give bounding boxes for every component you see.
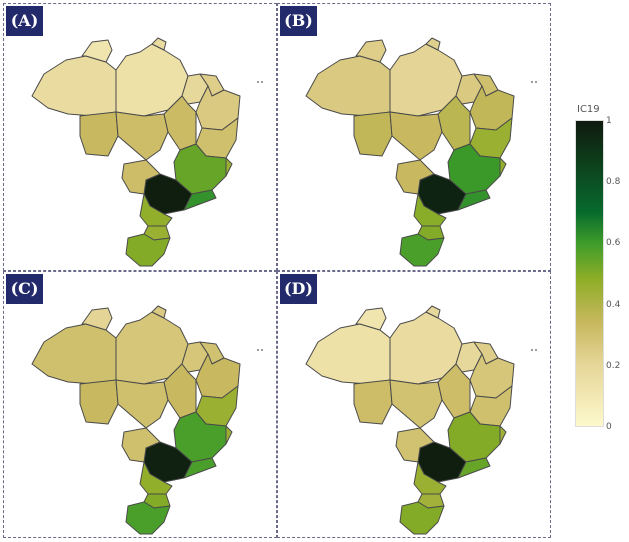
- state-region-mg: [173, 143, 227, 195]
- island-marker: [535, 349, 537, 351]
- island-marker: [257, 81, 259, 83]
- state-region-n2: [81, 39, 113, 63]
- state-region-rj: [183, 189, 217, 211]
- colorbar-tick: 0.8: [606, 177, 621, 187]
- state-region-rs: [399, 501, 445, 535]
- panel-label: (C): [6, 274, 43, 304]
- colorbar-tick: 0: [606, 422, 612, 432]
- state-region-c2: [115, 111, 169, 161]
- state-region-ms: [121, 427, 161, 463]
- state-region-ms: [121, 159, 161, 195]
- state-region-c1: [79, 379, 119, 425]
- state-region-rj: [457, 457, 491, 479]
- state-region-c3: [437, 95, 471, 151]
- state-region-n1: [305, 323, 391, 385]
- state-region-pr: [413, 193, 447, 227]
- state-region-n4: [151, 37, 167, 51]
- state-region-mg: [447, 143, 501, 195]
- state-region-n1: [31, 323, 117, 385]
- state-region-c2: [389, 379, 443, 429]
- colorbar-title: IC19: [577, 104, 600, 115]
- state-region-rs: [399, 233, 445, 267]
- state-region-mg: [447, 411, 501, 463]
- colorbar-tick: 0.4: [606, 300, 621, 310]
- panel-label: (A): [6, 6, 43, 36]
- brazil-map: [305, 37, 537, 267]
- state-region-es: [499, 425, 507, 445]
- state-region-rj: [457, 189, 491, 211]
- state-region-rj: [183, 457, 217, 479]
- island-marker: [535, 81, 537, 83]
- panel-label: (D): [280, 274, 317, 304]
- state-region-n1: [305, 55, 391, 117]
- state-region-c1: [79, 111, 119, 157]
- island-marker: [261, 81, 263, 83]
- island-marker: [261, 349, 263, 351]
- colorbar-tick: 0.2: [606, 361, 621, 371]
- state-region-n4: [151, 305, 167, 319]
- brazil-map: [31, 37, 263, 267]
- island-marker: [531, 81, 533, 83]
- brazil-map: [305, 305, 537, 535]
- map-panel-c: (C): [3, 271, 277, 538]
- state-region-n4: [425, 37, 441, 51]
- state-region-rs: [125, 233, 171, 267]
- map-panel-d: (D): [277, 271, 551, 538]
- map-panel-b: (B): [277, 3, 551, 271]
- state-region-es: [499, 157, 507, 177]
- state-region-ms: [395, 427, 435, 463]
- state-region-c1: [353, 379, 393, 425]
- state-region-c3: [163, 363, 197, 419]
- state-region-n1: [31, 55, 117, 117]
- state-region-c2: [389, 111, 443, 161]
- state-region-c3: [163, 95, 197, 151]
- state-region-n2: [81, 307, 113, 331]
- state-region-pr: [139, 461, 173, 495]
- colorbar-tick: 0.6: [606, 238, 621, 248]
- state-region-rs: [125, 501, 171, 535]
- island-marker: [531, 349, 533, 351]
- state-region-c1: [353, 111, 393, 157]
- colorbar: [575, 120, 604, 427]
- state-region-es: [225, 425, 233, 445]
- colorbar-tick: 1: [606, 116, 612, 126]
- state-region-c3: [437, 363, 471, 419]
- state-region-c2: [115, 379, 169, 429]
- state-region-pr: [139, 193, 173, 227]
- state-region-mg: [173, 411, 227, 463]
- map-panel-a: (A): [3, 3, 277, 271]
- panel-label: (B): [280, 6, 317, 36]
- state-region-n4: [425, 305, 441, 319]
- island-marker: [257, 349, 259, 351]
- state-region-pr: [413, 461, 447, 495]
- state-region-n2: [355, 307, 387, 331]
- state-region-n2: [355, 39, 387, 63]
- state-region-ms: [395, 159, 435, 195]
- state-region-es: [225, 157, 233, 177]
- brazil-map: [31, 305, 263, 535]
